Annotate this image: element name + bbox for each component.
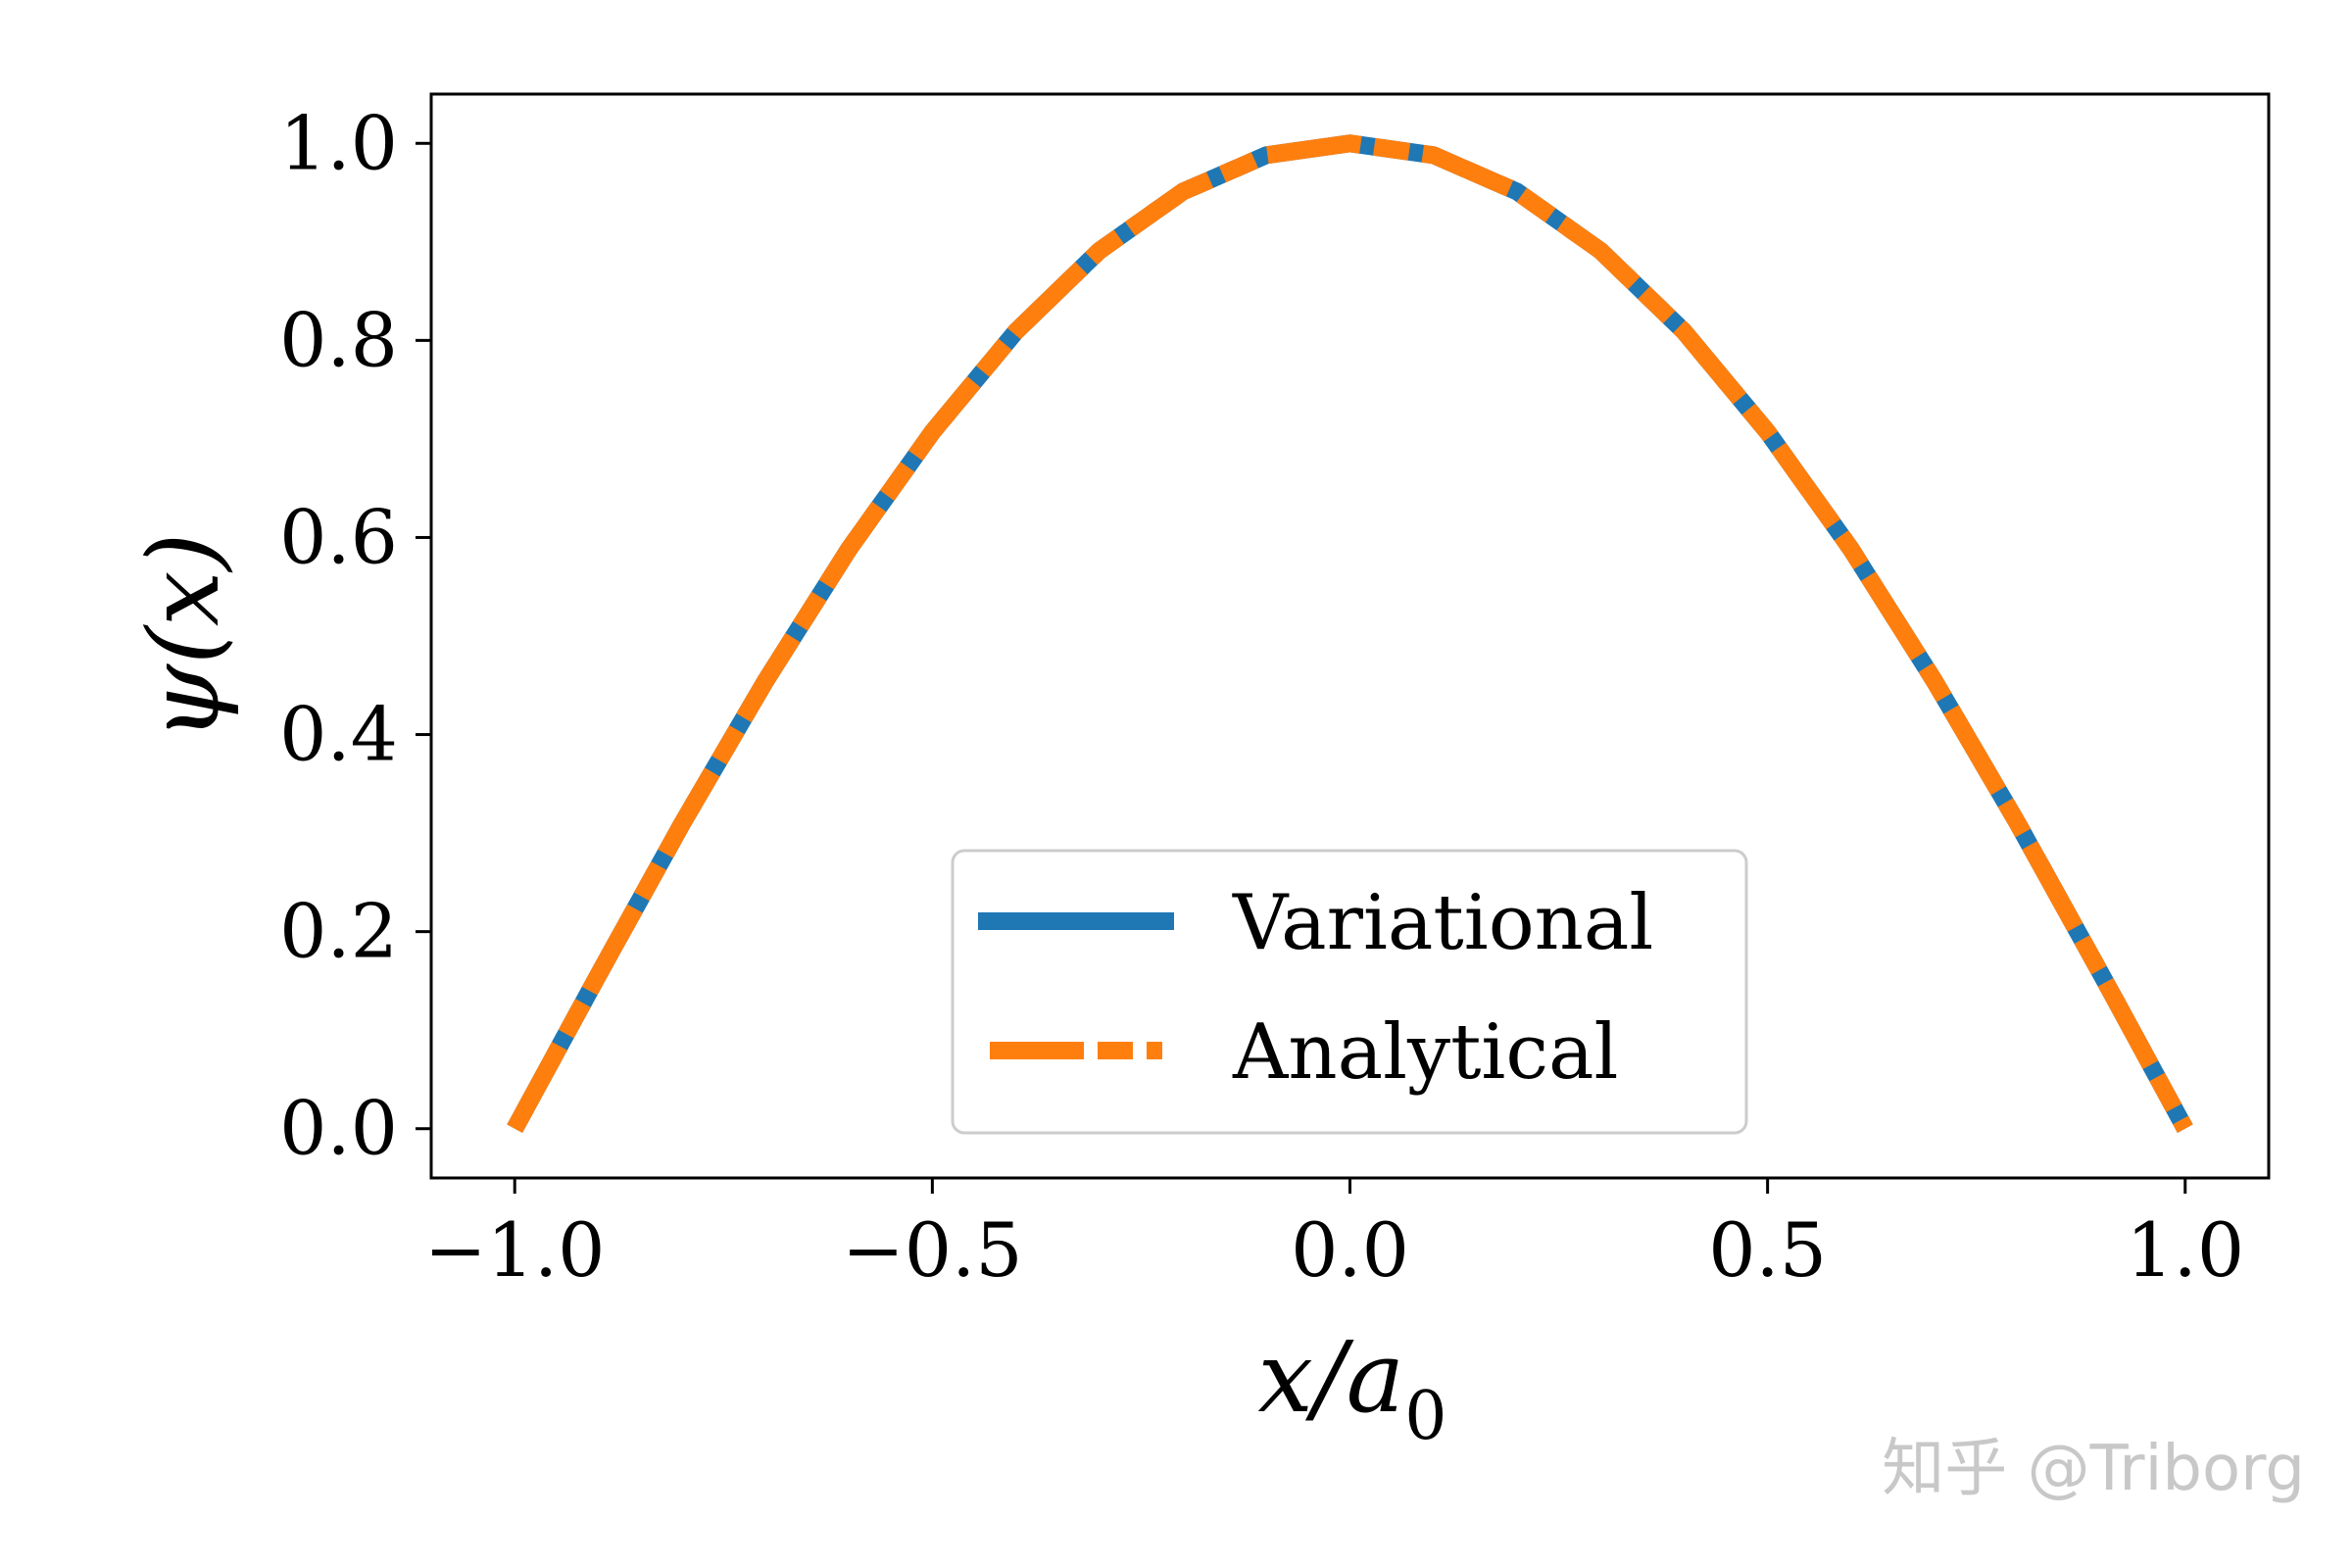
y-axis-label: ψ(x): [126, 533, 241, 742]
y-tick-label: 1.0: [279, 99, 398, 186]
ticks-layer: −1.0 −0.5 0.0 0.5 1.0 0.0 0.2 0.4 0.6 0.8 1.0: [279, 99, 2244, 1294]
y-tick-label: 0.4: [279, 691, 398, 778]
x-tick-label: 1.0: [2126, 1206, 2244, 1294]
legend-label-variational: Variational: [1232, 879, 1653, 967]
x-tick-label: 0.0: [1291, 1206, 1409, 1294]
y-tick-label: 0.6: [279, 493, 398, 580]
y-tick-label: 0.0: [279, 1085, 398, 1172]
y-tick-label: 0.8: [279, 296, 398, 383]
x-axis-label: x/a0: [1258, 1320, 1447, 1455]
legend-label-analytical: Analytical: [1232, 1008, 1619, 1097]
watermark: 知乎 @Triborg: [1882, 1433, 2305, 1505]
x-axis-label-main: x/a: [1258, 1320, 1405, 1435]
y-tick-label: 0.2: [279, 888, 398, 975]
x-tick-label: −1.0: [424, 1206, 606, 1294]
legend: Variational Analytical: [951, 849, 1748, 1135]
series-line-analytical: [507, 134, 2193, 1134]
x-tick-label: 0.5: [1708, 1206, 1827, 1294]
x-tick-label: −0.5: [842, 1206, 1023, 1294]
x-axis-label-subscript: 0: [1404, 1378, 1446, 1455]
series-layer: [507, 134, 2193, 1134]
